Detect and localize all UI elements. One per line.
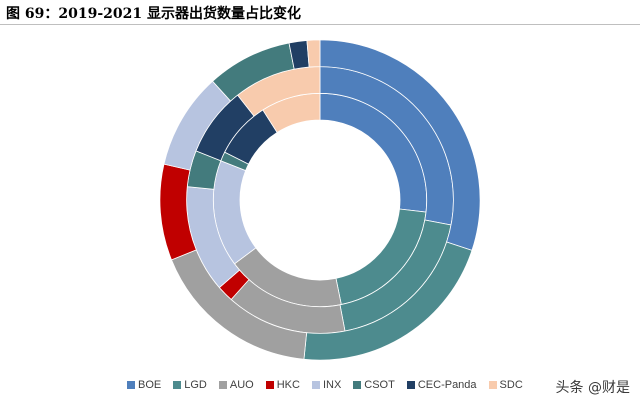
legend-swatch-csot [353, 381, 362, 389]
legend-label-csot: CSOT [364, 379, 395, 391]
legend-item-inx: INX [311, 379, 342, 391]
legend-item-lgd: LGD [173, 379, 207, 391]
legend-label-inx: INX [322, 379, 342, 391]
legend-item-auo: AUO [218, 379, 254, 391]
legend-label-sdc: SDC [499, 379, 523, 391]
legend-swatch-cec-panda [406, 381, 415, 389]
watermark: 头条 @财是 [555, 380, 630, 396]
legend-swatch-boe [127, 381, 135, 389]
legend-swatch-auo [218, 381, 227, 389]
legend-label-auo: AUO [229, 379, 254, 391]
legend-swatch-sdc [488, 381, 497, 389]
legend-item-csot: CSOT [353, 379, 395, 391]
slice-sdc-ring-3 [306, 39, 321, 68]
legend-item-hkc: HKC [265, 379, 300, 391]
chart-legend: BOE LGD AUO HKC INX CSOT CEC-Panda SDC [127, 379, 523, 391]
legend-item-boe: BOE [127, 379, 161, 391]
chart-title: 图 69：2019-2021 显示器出货数量占比变化 [6, 6, 301, 22]
legend-swatch-hkc [265, 381, 274, 389]
legend-label-boe: BOE [138, 379, 162, 391]
legend-label-cec-panda: CEC-Panda [417, 379, 477, 391]
legend-item-cec-panda: CEC-Panda [406, 379, 477, 391]
legend-item-sdc: SDC [488, 379, 523, 391]
legend-label-lgd: LGD [184, 379, 207, 391]
legend-swatch-lgd [173, 381, 182, 389]
legend-swatch-inx [311, 381, 320, 389]
legend-label-hkc: HKC [276, 379, 300, 391]
title-divider [0, 24, 640, 25]
